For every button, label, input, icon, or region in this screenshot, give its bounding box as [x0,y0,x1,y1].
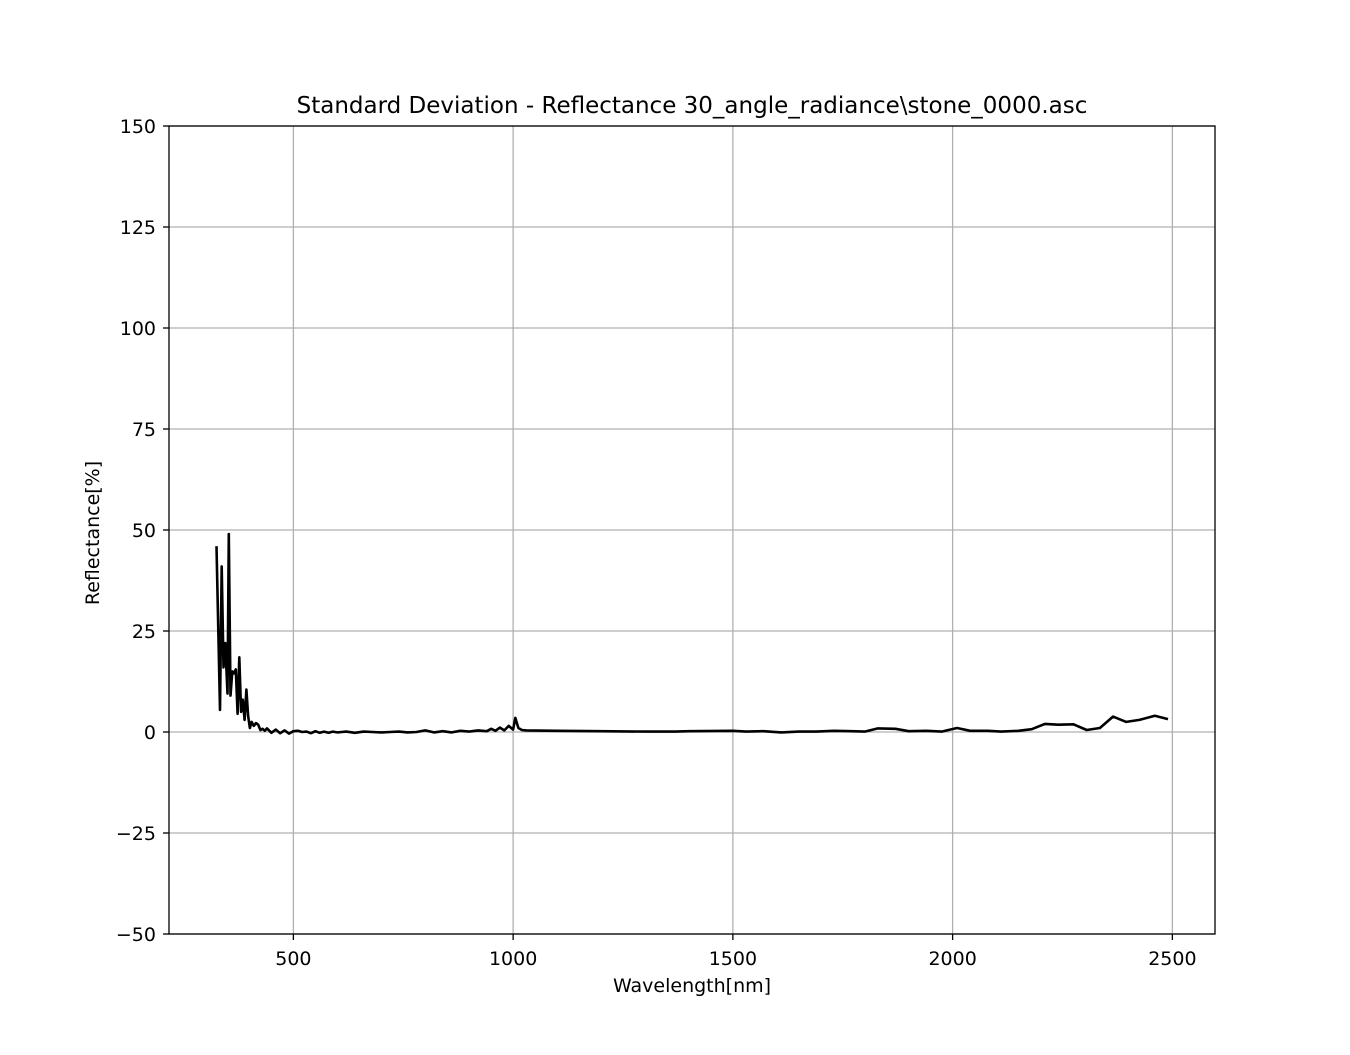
y-tick-label: 150 [120,116,156,138]
y-tick-label: 0 [144,722,156,744]
y-tick-label: 100 [120,318,156,340]
x-tick-label: 1000 [489,948,537,970]
series-layer [215,532,1169,735]
series-line [215,532,1169,735]
y-tick-label: 25 [132,621,156,643]
y-tick-label: −50 [116,924,156,946]
y-tick-label: 50 [132,520,156,542]
chart-title: Standard Deviation - Reflectance 30_angl… [297,93,1088,119]
x-tick-label: 2000 [928,948,976,970]
x-tick-label: 1500 [709,948,757,970]
x-axis: 500 1000 1500 2000 2500 [275,934,1197,970]
x-tick-label: 500 [275,948,311,970]
y-tick-label: 75 [132,419,156,441]
y-axis: −50 −25 0 25 50 75 100 125 150 [116,116,169,946]
y-tick-label: 125 [120,217,156,239]
x-axis-title: Wavelength[nm] [613,975,771,997]
y-tick-label: −25 [116,823,156,845]
x-tick-label: 2500 [1148,948,1196,970]
y-axis-title: Reflectance[%] [82,461,104,605]
